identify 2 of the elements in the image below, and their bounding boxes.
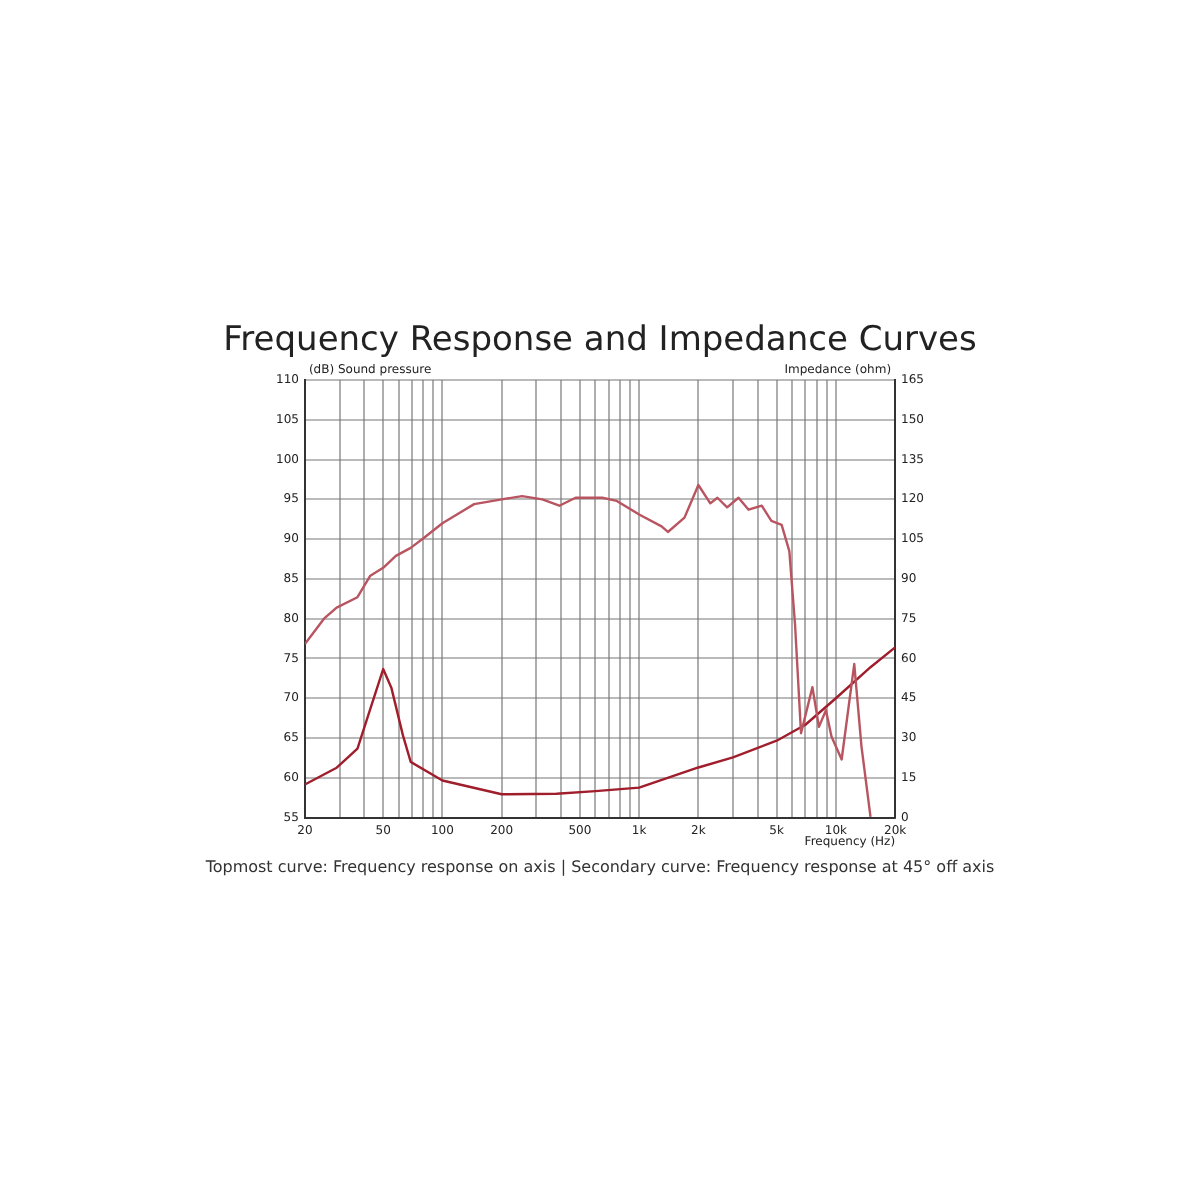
text: Topmost curve: Frequency response on axis | Secondary curve: Frequency response at 45° off axis: [203, 858, 997, 876]
chart-title: Frequency Response and Impedance Curves: [221, 320, 979, 360]
